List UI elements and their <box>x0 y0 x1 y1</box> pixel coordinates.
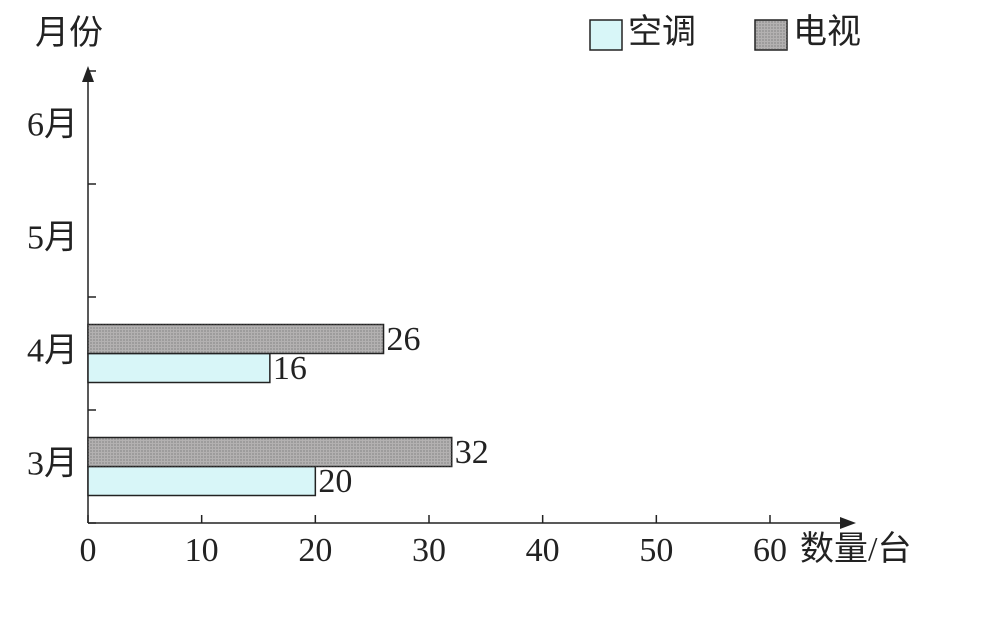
data-label: 26 <box>387 321 421 358</box>
data-label: 32 <box>455 434 489 471</box>
y-tick-label: 6月 <box>27 106 78 143</box>
y-axis-arrow <box>82 66 94 82</box>
y-tick-label: 5月 <box>27 219 78 256</box>
x-tick-label: 30 <box>412 532 446 569</box>
legend-label: 电视 <box>793 13 861 51</box>
bar <box>87 352 271 384</box>
legend-swatch <box>589 19 623 51</box>
x-tick-label: 0 <box>80 532 97 569</box>
legend-swatch-texture <box>755 20 787 50</box>
x-tick-label: 20 <box>298 532 332 569</box>
data-label: 16 <box>273 350 307 387</box>
y-axis-label: 月份 <box>35 15 103 52</box>
x-axis-label: 数量/台 <box>800 530 911 568</box>
x-tick-label: 60 <box>753 532 787 569</box>
x-tick-label: 40 <box>526 532 560 569</box>
bar <box>87 465 317 497</box>
x-tick-label: 50 <box>639 532 673 569</box>
y-tick-label: 4月 <box>27 332 78 369</box>
x-axis-arrow <box>840 517 856 529</box>
bar <box>87 323 385 355</box>
bar <box>87 436 453 468</box>
y-tick-label: 3月 <box>27 445 78 482</box>
legend-label: 空调 <box>628 13 696 51</box>
data-label: 20 <box>318 463 352 500</box>
x-tick-label: 10 <box>185 532 219 569</box>
